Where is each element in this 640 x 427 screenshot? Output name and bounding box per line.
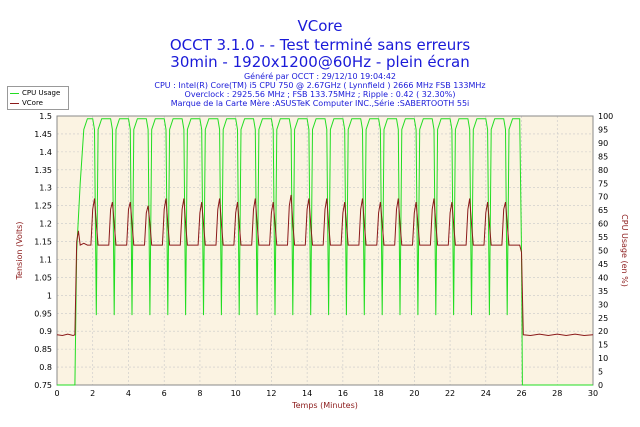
y-left-tick-label: 1.35 bbox=[34, 166, 52, 175]
y-left-tick-label: 1.3 bbox=[39, 184, 52, 193]
y-right-tick-label: 70 bbox=[598, 193, 608, 202]
y-right-tick-label: 10 bbox=[598, 354, 608, 363]
info-generated: Généré par OCCT : 29/12/10 19:04:42 bbox=[243, 72, 397, 81]
x-tick-label: 28 bbox=[552, 389, 562, 398]
y-right-tick-label: 80 bbox=[598, 166, 608, 175]
y-right-tick-label: 30 bbox=[598, 300, 608, 309]
series-line-cpu-usage bbox=[57, 118, 593, 386]
plot-area bbox=[57, 116, 593, 385]
y-right-tick-label: 55 bbox=[598, 233, 608, 242]
y-left-tick-label: 0.95 bbox=[34, 309, 52, 318]
legend-swatch-vcore bbox=[10, 102, 19, 104]
y-right-axis-label: CPU Usage (en %) bbox=[620, 214, 629, 287]
y-left-tick-label: 1.2 bbox=[39, 220, 52, 229]
y-left-tick-label: 1 bbox=[47, 291, 52, 300]
y-left-tick-label: 0.75 bbox=[34, 381, 52, 390]
y-left-tick-label: 1.4 bbox=[39, 148, 52, 157]
x-tick-label: 4 bbox=[126, 389, 131, 398]
info-overclock: Overclock : 2925.56 MHz ; FSB 133.75MHz … bbox=[184, 90, 456, 99]
legend-swatch-cpu-usage bbox=[10, 92, 19, 94]
y-right-tick-label: 35 bbox=[598, 287, 608, 296]
x-tick-label: 18 bbox=[374, 389, 384, 398]
y-right-tick-label: 65 bbox=[598, 206, 608, 215]
x-tick-label: 8 bbox=[197, 389, 202, 398]
chart-title: VCore bbox=[297, 17, 343, 35]
x-tick-label: 20 bbox=[409, 389, 419, 398]
x-tick-label: 14 bbox=[302, 389, 312, 398]
info-cpu: CPU : Intel(R) Core(TM) i5 CPU 750 @ 2.6… bbox=[154, 81, 486, 90]
y-right-tick-label: 5 bbox=[598, 368, 603, 377]
y-right-tick-label: 50 bbox=[598, 247, 608, 256]
x-tick-label: 6 bbox=[162, 389, 167, 398]
plot-border bbox=[56, 115, 594, 386]
y-left-tick-label: 1.45 bbox=[34, 130, 52, 139]
series-line-vcore bbox=[56, 194, 594, 337]
x-tick-label: 2 bbox=[90, 389, 95, 398]
y-left-tick-label: 1.1 bbox=[39, 255, 52, 264]
y-left-tick-label: 0.9 bbox=[39, 327, 52, 336]
y-right-tick-label: 45 bbox=[598, 260, 608, 269]
y-left-tick-label: 1.25 bbox=[34, 202, 52, 211]
x-tick-label: 30 bbox=[588, 389, 598, 398]
x-tick-label: 12 bbox=[266, 389, 276, 398]
chart-subtitle-1: OCCT 3.1.0 - - Test terminé sans erreurs bbox=[169, 36, 471, 54]
x-tick-label: 22 bbox=[445, 389, 455, 398]
y-right-tick-label: 0 bbox=[598, 381, 603, 390]
chart-subtitle-2: 30min - 1920x1200@60Hz - plein écran bbox=[170, 53, 470, 71]
chart-legend: CPU Usage VCore bbox=[7, 86, 69, 110]
x-tick-label: 0 bbox=[54, 389, 59, 398]
y-right-tick-label: 20 bbox=[598, 327, 608, 336]
y-right-tick-label: 25 bbox=[598, 314, 608, 323]
legend-label-cpu-usage: CPU Usage bbox=[22, 89, 61, 97]
y-right-tick-label: 40 bbox=[598, 273, 608, 282]
x-tick-label: 26 bbox=[516, 389, 526, 398]
y-left-tick-label: 0.8 bbox=[39, 363, 52, 372]
y-left-tick-label: 0.85 bbox=[34, 345, 52, 354]
y-left-axis-label: Tension (Volts) bbox=[15, 222, 24, 281]
x-tick-label: 16 bbox=[338, 389, 348, 398]
x-tick-label: 24 bbox=[481, 389, 491, 398]
y-left-tick-label: 1.5 bbox=[39, 112, 52, 121]
y-left-tick-label: 1.15 bbox=[34, 238, 52, 247]
y-right-tick-label: 60 bbox=[598, 220, 608, 229]
y-right-tick-label: 15 bbox=[598, 341, 608, 350]
y-right-tick-label: 90 bbox=[598, 139, 608, 148]
x-tick-label: 10 bbox=[231, 389, 241, 398]
y-left-tick-label: 1.05 bbox=[34, 273, 52, 282]
x-axis-label: Temps (Minutes) bbox=[291, 401, 358, 410]
y-right-tick-label: 85 bbox=[598, 152, 608, 161]
y-right-tick-label: 100 bbox=[598, 112, 613, 121]
legend-item-vcore: VCore bbox=[10, 98, 43, 108]
info-motherboard: Marque de la Carte Mère :ASUSTeK Compute… bbox=[170, 99, 470, 108]
y-right-tick-label: 75 bbox=[598, 179, 608, 188]
y-right-tick-label: 95 bbox=[598, 125, 608, 134]
legend-label-vcore: VCore bbox=[22, 99, 43, 107]
legend-item-cpu-usage: CPU Usage bbox=[10, 88, 60, 98]
